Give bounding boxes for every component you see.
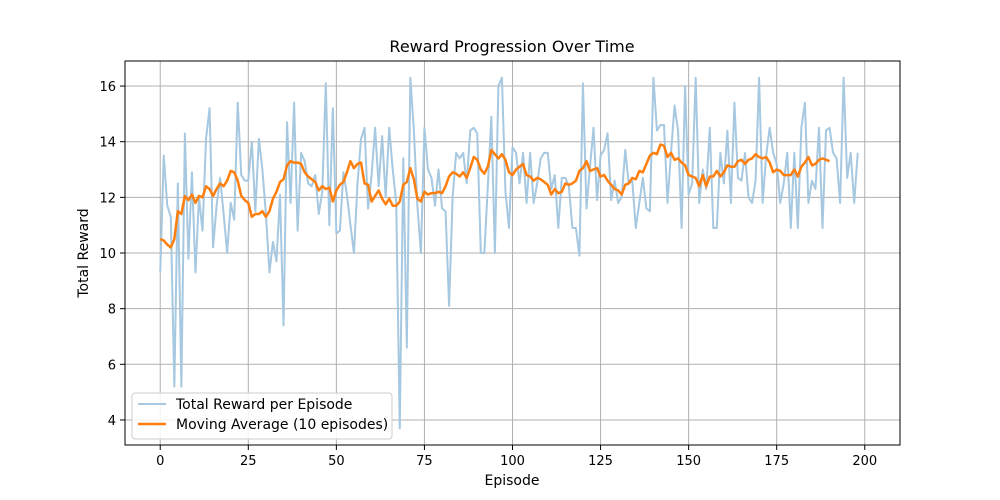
legend: Total Reward per Episode Moving Average … [131, 392, 393, 440]
grid [125, 61, 900, 445]
legend-label-raw-reward: Total Reward per Episode [175, 397, 352, 413]
y-tick-label: 12 [99, 191, 116, 206]
x-tick-label: 75 [416, 454, 433, 469]
y-axis-ticks: 4 6 8 10 12 14 16 [99, 80, 125, 429]
y-tick-label: 4 [108, 414, 116, 429]
y-tick-label: 16 [99, 80, 116, 95]
x-tick-label: 25 [240, 454, 257, 469]
x-tick-label: 200 [852, 454, 877, 469]
x-tick-label: 50 [328, 454, 345, 469]
x-axis-ticks: 0 25 50 75 100 125 150 175 200 [156, 445, 877, 469]
y-tick-label: 10 [99, 247, 116, 262]
y-tick-label: 6 [108, 358, 116, 373]
x-tick-label: 0 [156, 454, 164, 469]
legend-label-moving-average: Moving Average (10 episodes) [176, 417, 388, 433]
x-tick-label: 125 [588, 454, 613, 469]
raw-reward-line [159, 76, 859, 430]
series-layer [159, 76, 859, 430]
y-axis-label: Total Reward [76, 208, 92, 298]
x-tick-label: 175 [764, 454, 789, 469]
x-axis-label: Episode [485, 473, 540, 489]
x-tick-label: 100 [500, 454, 525, 469]
moving-average-line [159, 143, 831, 249]
chart-title: Reward Progression Over Time [389, 37, 634, 56]
x-tick-label: 150 [676, 454, 701, 469]
y-tick-label: 14 [99, 136, 116, 151]
legend-box [131, 392, 393, 440]
y-tick-label: 8 [108, 303, 116, 318]
